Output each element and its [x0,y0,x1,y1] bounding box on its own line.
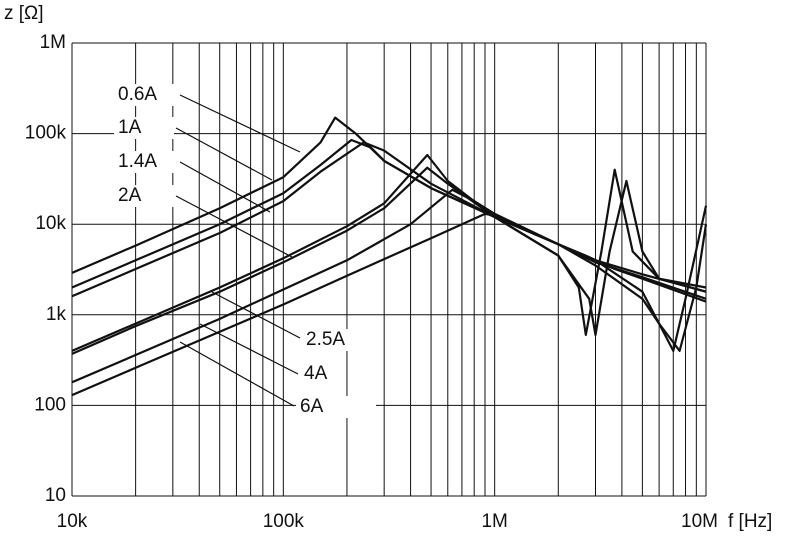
x-tick-label: 10M [681,511,718,532]
leader-line [175,127,273,181]
y-tick-label: 10k [35,213,66,234]
grid [71,42,707,497]
x-tick-label: 1M [481,511,507,532]
series-label: 2A [118,185,142,206]
y-tick-label: 1k [46,304,67,325]
y-tick-label: 10 [45,485,66,506]
series-labels: 0.6A 1A 1.4A 2A 2.5A 4A 6A [114,84,376,418]
label-bg [300,363,342,385]
leader-line [199,323,299,375]
series-label: 4A [304,363,328,384]
leaders [175,94,301,407]
leader-line [211,291,301,339]
label-bg [114,151,178,173]
series-line [71,166,707,355]
x-tick-label: 100k [263,511,305,532]
series-line [71,141,707,303]
series-line [71,212,708,397]
y-tick-label: 1M [40,32,66,53]
x-axis-label: f [Hz] [728,511,772,532]
y-axis-label: z [Ω] [4,3,44,24]
label-bg [114,117,174,139]
leader-line [175,195,293,258]
series-line [71,153,707,352]
leader-line [179,94,301,153]
series-label: 2.5A [306,329,345,350]
label-bg [302,329,360,351]
series-label: 0.6A [118,84,157,105]
x-tick-label: 10k [57,511,88,532]
leader-line [179,341,295,407]
label-bg [114,84,178,106]
series-label: 1A [118,117,142,138]
series-label: 1.4A [118,151,157,172]
leader-line [179,161,271,213]
y-tick-label: 100 [34,394,66,415]
curves [71,116,708,397]
label-bg [114,185,174,207]
y-tick-label: 100k [25,123,67,144]
series-line [71,188,708,384]
series-line [71,138,707,300]
series-label: 6A [300,396,324,417]
label-bg [296,396,376,418]
